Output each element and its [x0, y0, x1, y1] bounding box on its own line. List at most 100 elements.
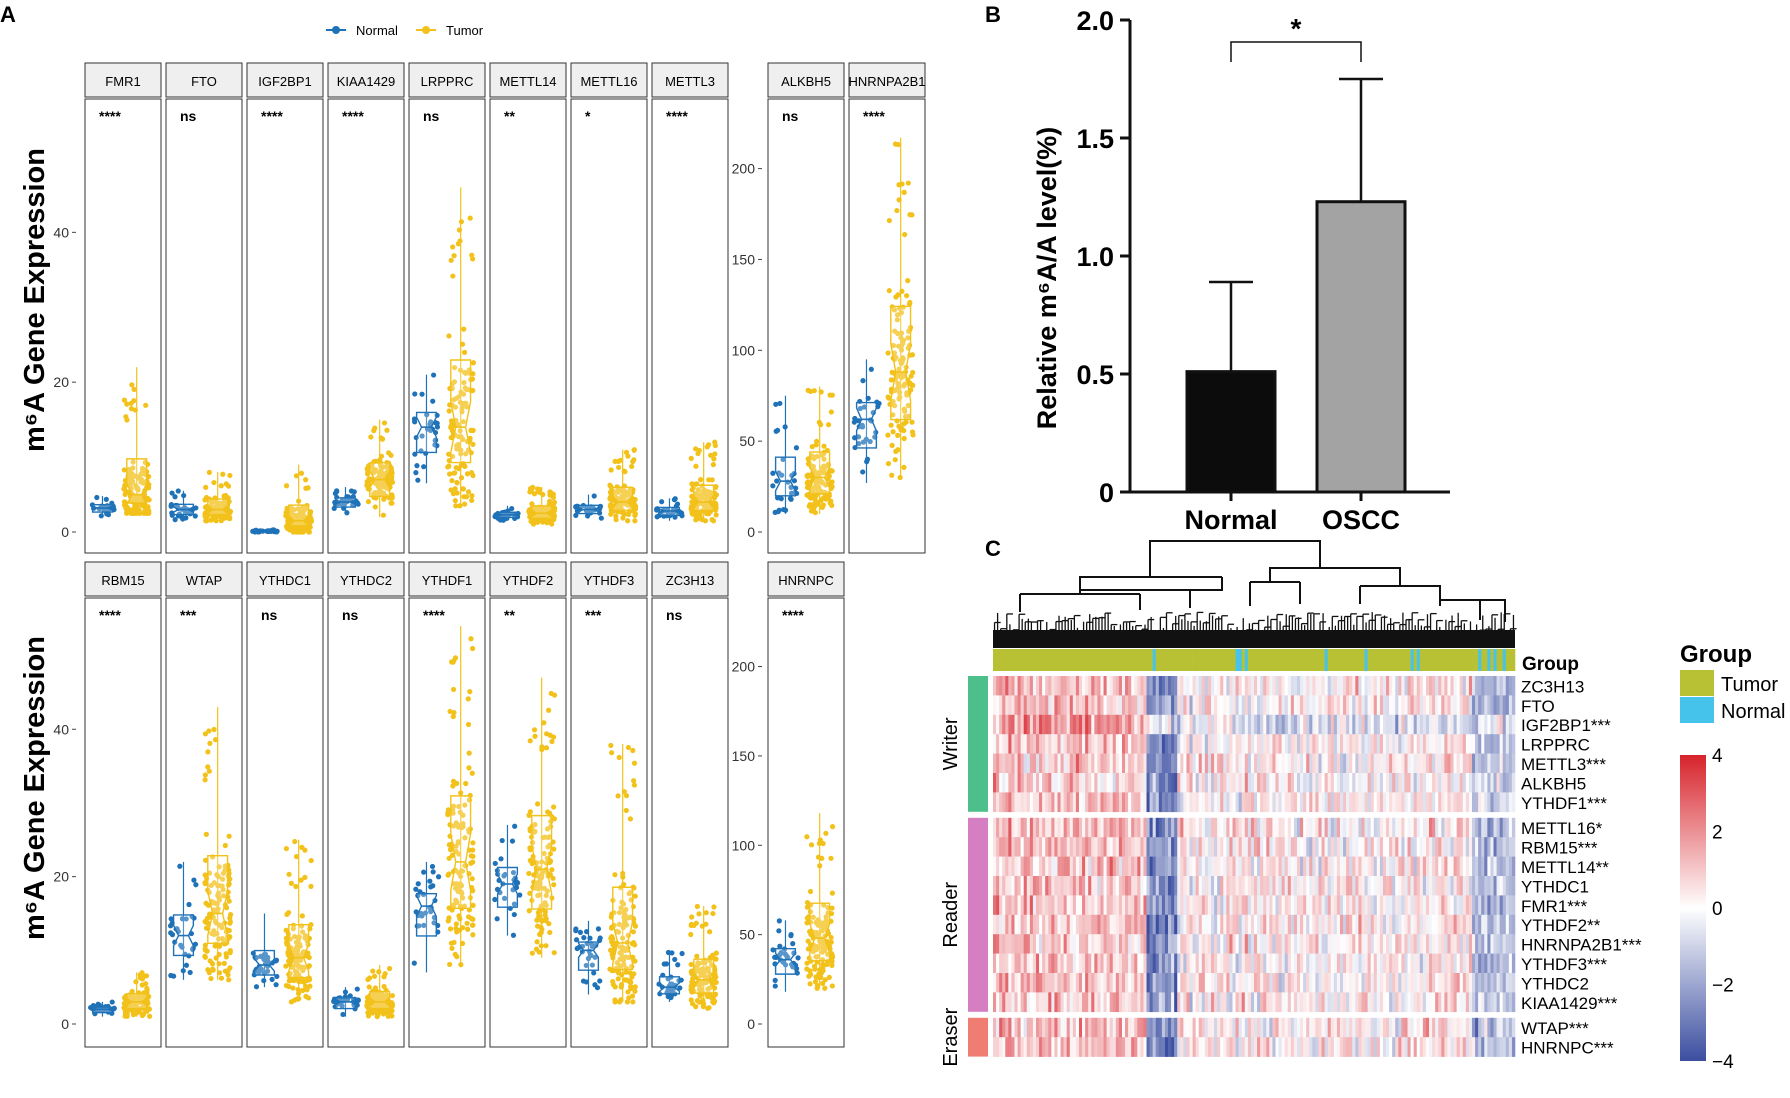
heatmap-cell: [1472, 753, 1476, 774]
normal-point: [772, 977, 778, 984]
tumor-point: [805, 938, 811, 944]
tumor-point: [612, 872, 618, 878]
group-cell: [1493, 649, 1497, 671]
heatmap-cell: [1002, 773, 1006, 793]
tumor-point: [613, 517, 619, 523]
heatmap-cell: [1284, 792, 1289, 813]
group-cell: [1358, 649, 1362, 671]
heatmap-cell: [1392, 753, 1396, 774]
heatmap-cell: [1278, 676, 1282, 696]
normal-point: [868, 366, 874, 372]
group-cell: [1462, 649, 1467, 671]
group-cell: [1241, 649, 1246, 671]
heatmap-cell: [1266, 792, 1270, 813]
group-cell: [1379, 649, 1384, 671]
heatmap-cell: [1137, 792, 1141, 813]
heatmap-cell: [1468, 734, 1473, 754]
heatmap-cell: [1435, 734, 1439, 754]
heatmap-cell: [1432, 734, 1436, 754]
tumor-point: [454, 954, 460, 960]
heatmap-cell: [1462, 695, 1467, 716]
heatmap-cell: [1358, 676, 1362, 696]
heatmap-cell: [1413, 753, 1418, 774]
heatmap-cell: [1287, 773, 1292, 793]
heatmap-cell: [1134, 792, 1138, 813]
group-cell: [1051, 649, 1055, 671]
heatmap-cell: [1392, 773, 1396, 793]
heatmap-cell: [1275, 792, 1279, 813]
heatmap-cell: [1370, 734, 1375, 754]
heatmap-cell: [1263, 753, 1267, 774]
heatmap-cell: [1370, 714, 1375, 735]
heatmap-cell: [1478, 676, 1482, 696]
normal-point: [430, 398, 436, 404]
heatmap-cell: [1293, 753, 1298, 774]
heatmap-cell: [1287, 792, 1292, 813]
tumor-point: [549, 867, 555, 873]
tumor-box: [693, 484, 715, 512]
heatmap-cell: [1508, 676, 1513, 696]
heatmap-cell: [1382, 773, 1387, 793]
heatmap-cell: [1438, 734, 1442, 754]
heatmap-cell: [1309, 734, 1313, 754]
heatmap-cell: [1082, 773, 1086, 793]
heatmap-cell: [1346, 695, 1350, 716]
tumor-point: [710, 462, 716, 468]
normal-point: [876, 400, 882, 407]
heatmap-cell: [1039, 695, 1043, 716]
heatmap-cell: [1152, 714, 1157, 735]
bar: [1185, 370, 1277, 494]
heatmap-cell: [1376, 792, 1381, 813]
group-cell: [1453, 649, 1457, 671]
heatmap-cell: [1281, 792, 1286, 813]
heatmap-cell: [1100, 792, 1104, 813]
tumor-point: [121, 467, 127, 473]
heatmap-cell: [1161, 695, 1166, 716]
heatmap-cell: [1358, 734, 1362, 754]
tumor-point: [706, 1005, 712, 1011]
tumor-point: [139, 982, 145, 988]
heatmap-cell: [1241, 773, 1246, 793]
tumor-point: [625, 989, 631, 995]
heatmap-cell: [1232, 695, 1236, 716]
heatmap-cell: [1401, 773, 1405, 793]
normal-point: [864, 456, 871, 462]
heatmap-cell: [1318, 734, 1322, 754]
heatmap-cell: [1057, 817, 1061, 838]
heatmap-cell: [1272, 734, 1276, 754]
heatmap-cell: [1211, 792, 1215, 813]
heatmap-cell: [1321, 792, 1325, 813]
heatmap-cell: [1355, 695, 1359, 716]
facet-significance: ****: [261, 108, 283, 124]
tumor-point: [821, 443, 827, 449]
group-cell: [1128, 649, 1132, 671]
normal-point: [172, 494, 178, 500]
heatmap-cell: [1152, 773, 1157, 793]
heatmap-cell: [1020, 695, 1025, 716]
heatmap-cell: [1432, 676, 1436, 696]
heatmap-cell: [1078, 792, 1083, 813]
tumor-box: [612, 886, 634, 971]
heatmap-cell: [1220, 676, 1224, 696]
heatmap-cell: [1281, 676, 1286, 696]
tumor-point: [286, 958, 292, 964]
heatmap-cell: [1183, 676, 1187, 696]
heatmap-cell: [1438, 773, 1442, 793]
heatmap-cell: [1125, 676, 1129, 696]
heatmap-cell: [1447, 792, 1451, 813]
heatmap-cell: [1386, 773, 1390, 793]
heatmap-cell: [1367, 734, 1371, 754]
tumor-point: [464, 920, 470, 926]
tumor-point: [543, 943, 549, 949]
tumor-point: [829, 983, 835, 989]
tumor-point: [446, 842, 452, 848]
heatmap-cell: [1244, 734, 1249, 754]
tumor-point: [121, 499, 128, 505]
group-cell: [1499, 649, 1504, 671]
tumor-point: [615, 793, 621, 799]
tumor-point: [121, 397, 128, 403]
tumor-point: [295, 506, 301, 512]
heatmap-cell: [1121, 734, 1126, 754]
heatmap-cell: [1039, 817, 1043, 838]
normal-point: [494, 916, 500, 922]
